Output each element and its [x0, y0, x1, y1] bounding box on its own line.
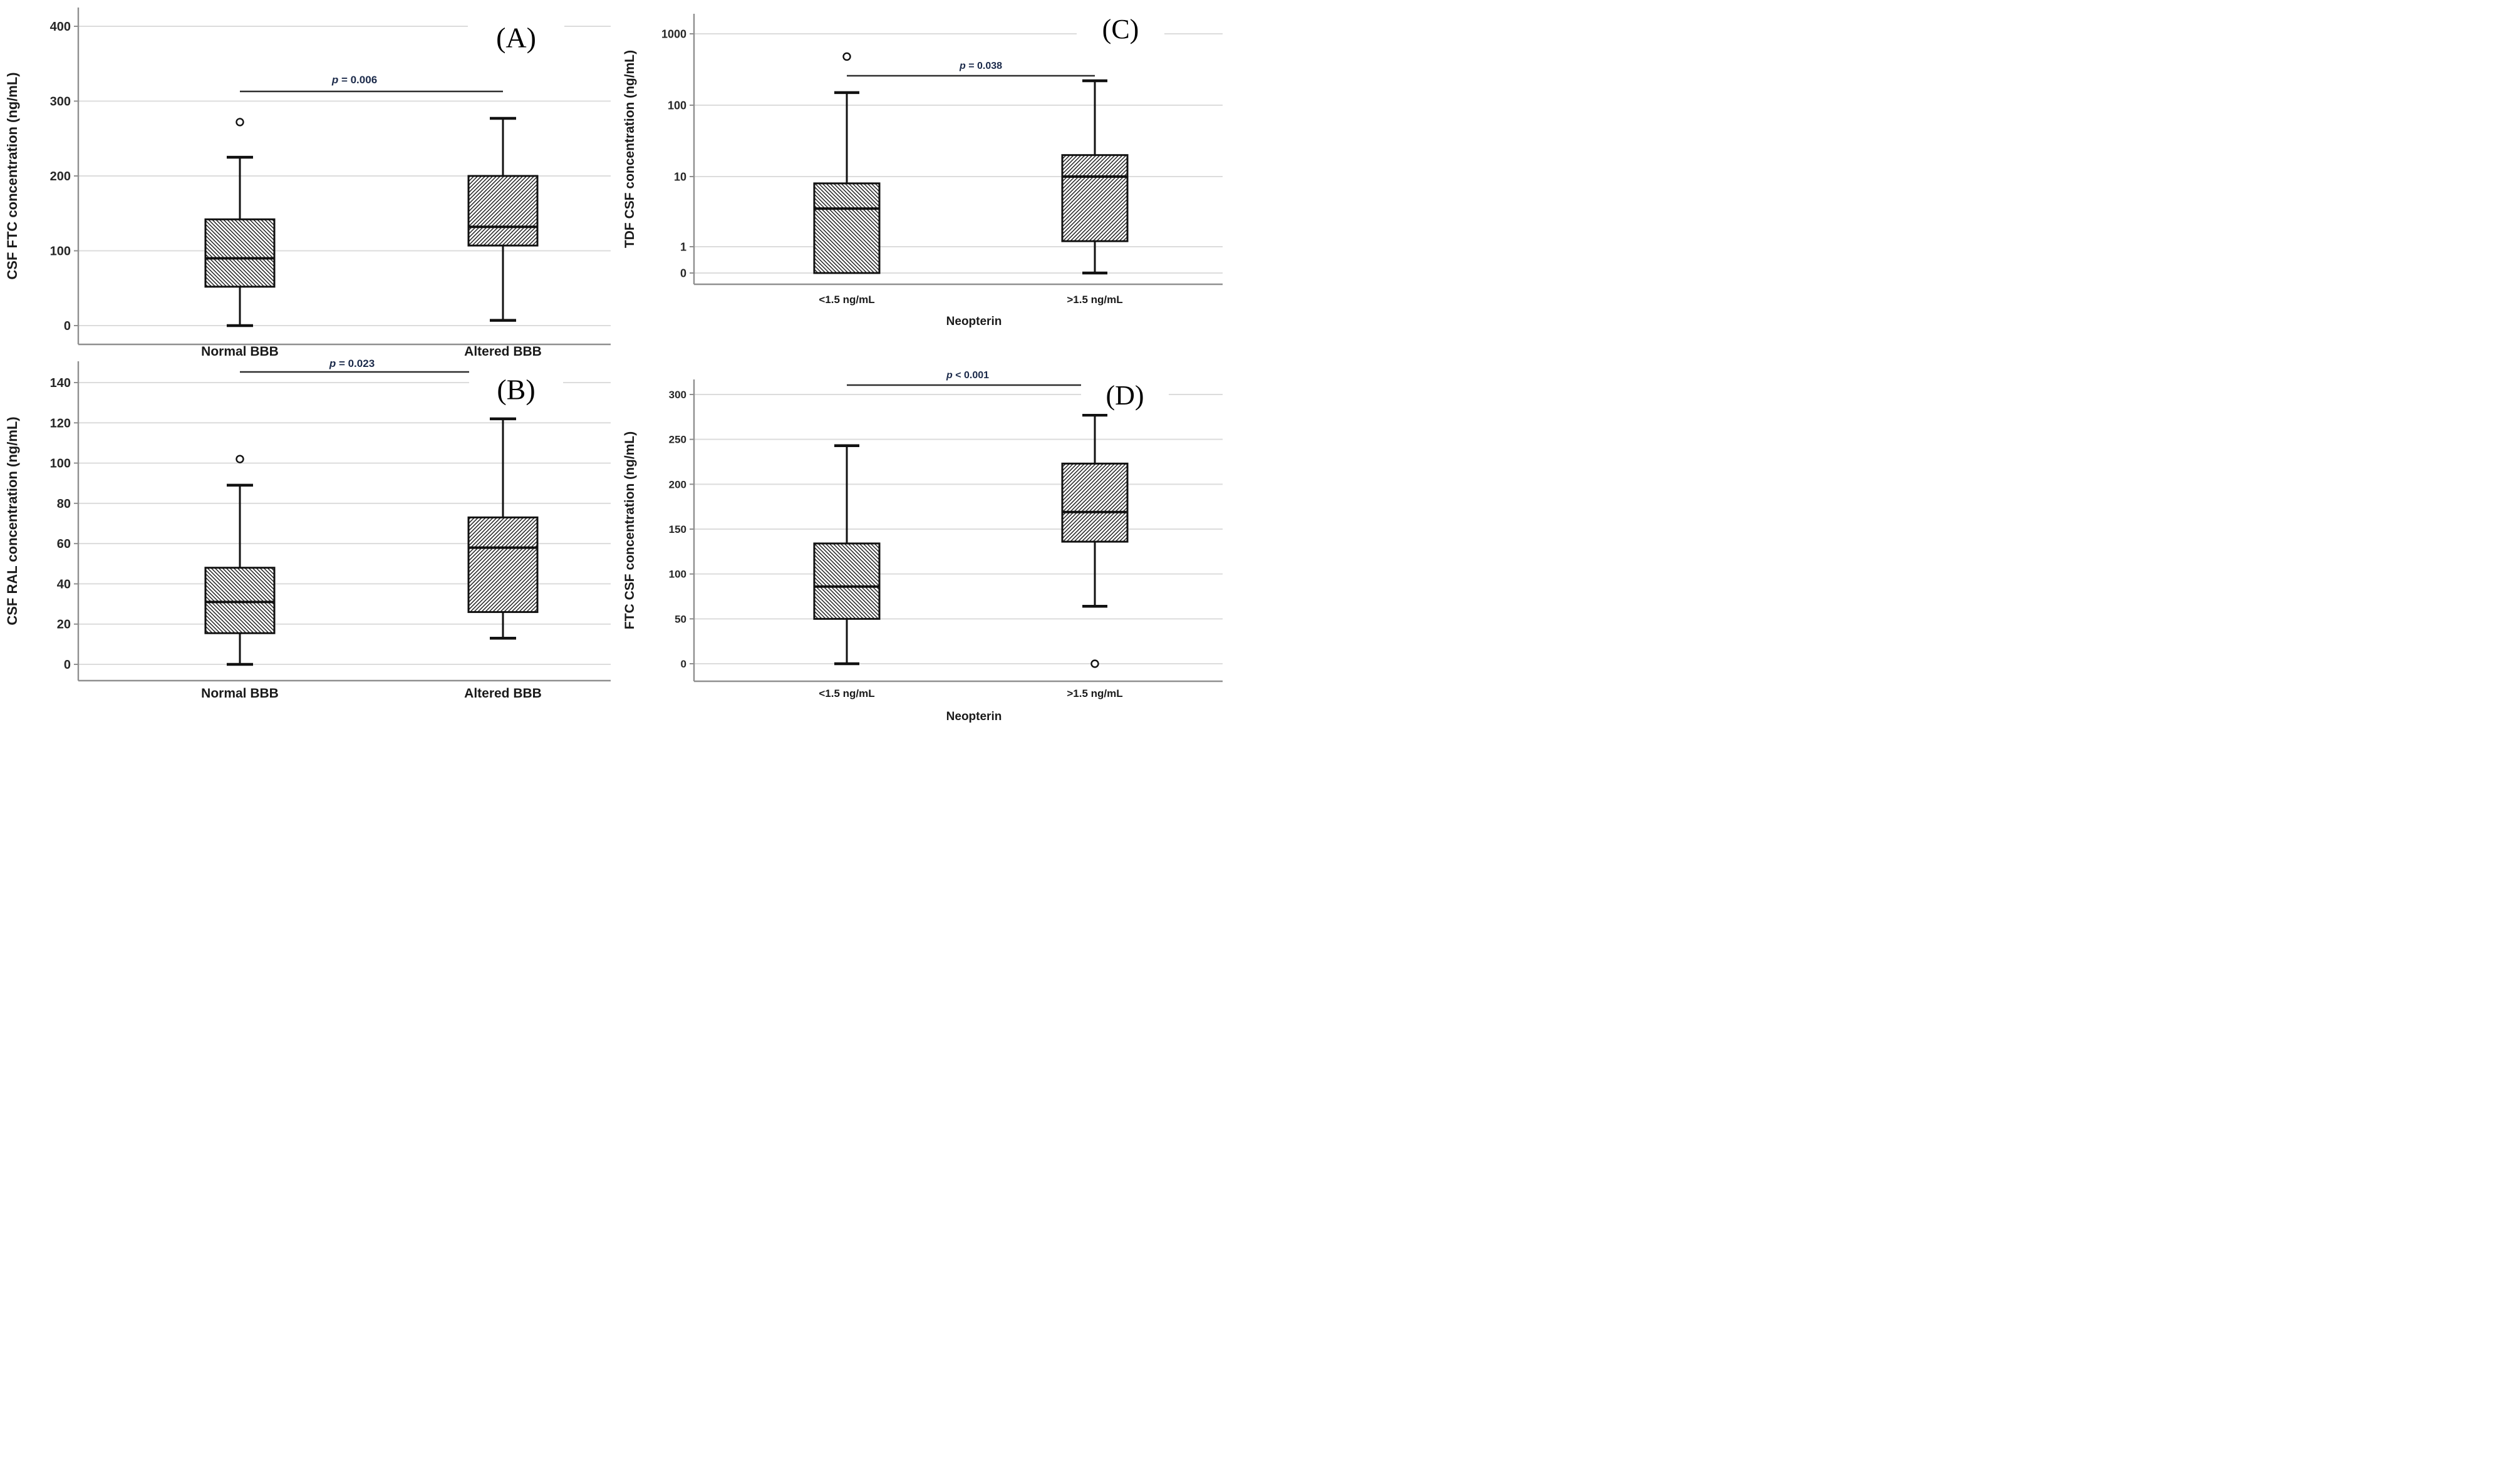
y-tick-label: 120: [50, 416, 71, 430]
box--1.5-ng-ml: [813, 182, 881, 274]
y-tick-label: 50: [675, 613, 686, 625]
y-tick-label: 10: [674, 170, 686, 183]
panel-letter: (B): [497, 374, 535, 406]
boxplot-figure: 0 100 200 300 400 Normal BBB Altered BBB p = 0.…: [0, 0, 1250, 742]
box-altered-bbb: [467, 175, 539, 247]
outlier-point: [1090, 659, 1099, 668]
y-tick-label: 100: [50, 245, 71, 259]
panel-letter-bg: [469, 370, 563, 409]
y-axis-title: CSF FTC concentration (ng/mL): [4, 72, 20, 279]
outlier-point: [236, 118, 244, 126]
p-value-label: p < 0.001: [946, 370, 989, 381]
panel-letter: (D): [1106, 380, 1144, 411]
panel-letter-bg: [468, 18, 564, 58]
y-tick-label: 80: [57, 497, 71, 511]
y-tick-label: 400: [50, 20, 71, 34]
y-tick-label: 200: [50, 170, 71, 183]
y-tick-label: 1: [680, 240, 686, 253]
panel-letter-bg: [1081, 376, 1169, 414]
box--1.5-ng-ml: [1061, 462, 1129, 543]
category-label: >1.5 ng/mL: [1067, 294, 1122, 306]
y-tick-label: 100: [669, 569, 686, 580]
box-normal-bbb: [204, 218, 276, 288]
panel-letter-bg: [1077, 10, 1164, 48]
x-axis-title: Neopterin: [946, 710, 1002, 723]
category-label: Altered BBB: [464, 344, 542, 359]
y-axis-title: CSF RAL concentration (ng/mL): [4, 416, 20, 625]
y-tick-label: 100: [668, 99, 686, 111]
y-tick-label: 20: [57, 618, 71, 632]
outlier-point: [236, 455, 244, 463]
box-altered-bbb: [467, 516, 539, 613]
y-tick-label: 200: [669, 478, 686, 490]
category-label: Altered BBB: [464, 686, 542, 701]
outlier-point: [842, 52, 851, 61]
p-value-label: p = 0.006: [331, 74, 377, 86]
p-value-label: p = 0.023: [329, 358, 375, 369]
y-tick-label: 0: [680, 267, 686, 279]
category-label: >1.5 ng/mL: [1067, 688, 1122, 699]
category-label: Normal BBB: [201, 686, 279, 701]
y-tick-label: 40: [57, 577, 71, 591]
y-tick-label: 0: [681, 658, 686, 670]
y-axis-title: FTC CSF concentration (ng/mL): [623, 431, 637, 629]
box--1.5-ng-ml: [1061, 154, 1129, 242]
y-tick-label: 300: [50, 95, 71, 109]
x-axis-title: Neopterin: [946, 315, 1002, 328]
y-axis-title: TDF CSF concentration (ng/mL): [623, 50, 637, 248]
y-tick-label: 250: [669, 434, 686, 446]
y-tick-label: 150: [669, 523, 686, 535]
panel-letter: (A): [496, 22, 536, 54]
box-normal-bbb: [204, 567, 276, 634]
y-tick-label: 140: [50, 376, 71, 390]
p-value-label: p = 0.038: [959, 61, 1002, 71]
panel-letter: (C): [1102, 14, 1139, 44]
y-tick-label: 60: [57, 537, 71, 551]
y-tick-label: 300: [669, 389, 686, 401]
y-tick-label: 0: [64, 319, 71, 333]
y-tick-label: 100: [50, 457, 71, 471]
y-tick-label: 0: [64, 658, 71, 672]
category-label: <1.5 ng/mL: [819, 688, 874, 699]
box--1.5-ng-ml: [813, 542, 881, 620]
category-label: <1.5 ng/mL: [819, 294, 874, 306]
y-tick-label: 1000: [661, 28, 686, 40]
category-label: Normal BBB: [201, 344, 279, 359]
